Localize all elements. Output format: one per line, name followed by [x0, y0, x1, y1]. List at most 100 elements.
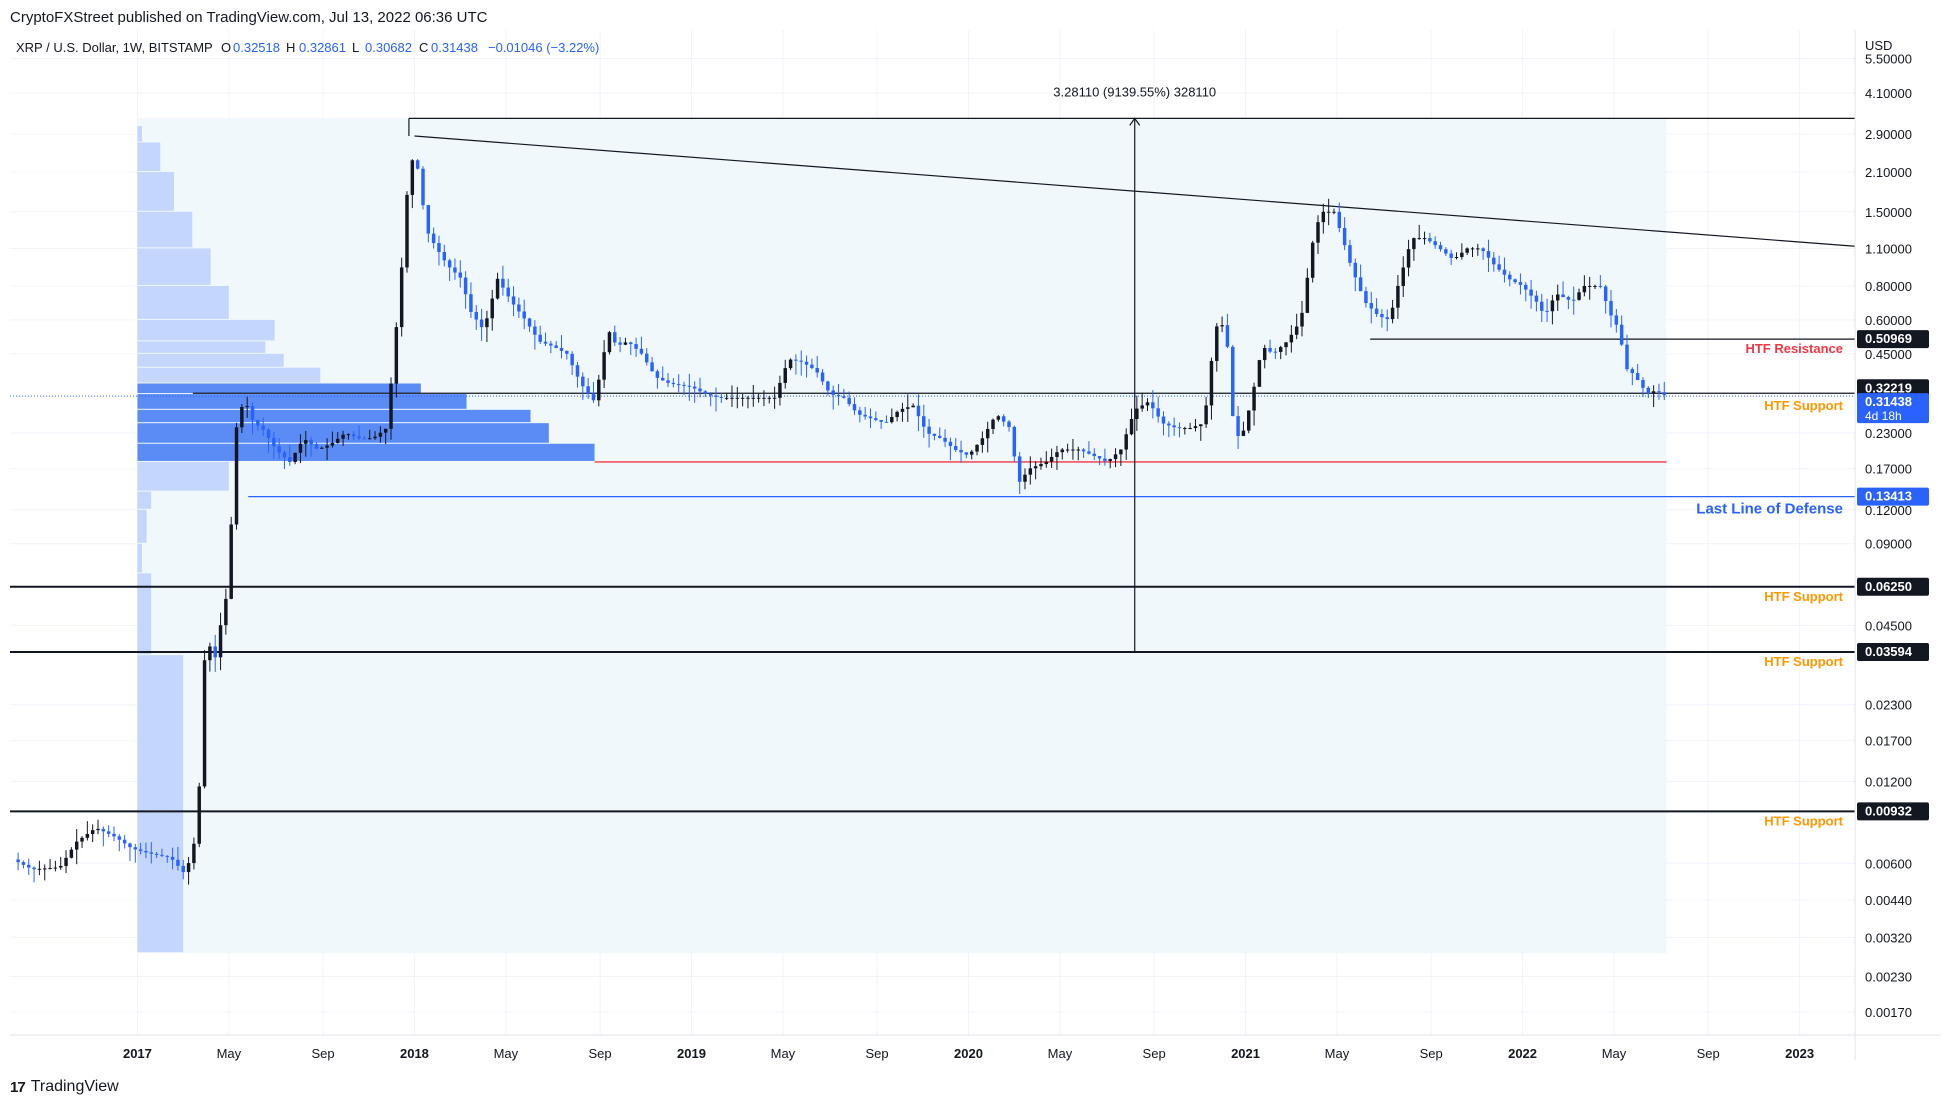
candle-body	[463, 277, 468, 295]
candle-body	[1598, 285, 1603, 287]
candle-body	[1183, 428, 1187, 430]
candle-body	[80, 837, 84, 842]
candle-body	[1215, 326, 1219, 361]
candle-body	[1571, 299, 1576, 301]
candle-body	[453, 267, 457, 273]
candle-body	[405, 194, 409, 268]
candle-body	[682, 384, 686, 386]
date-range-box	[137, 118, 1667, 954]
candle-body	[304, 440, 308, 444]
candle-body	[660, 377, 665, 381]
candle-body	[724, 397, 729, 399]
candle-body	[985, 428, 990, 439]
candle-body	[613, 332, 617, 343]
legend-ohlc: O 0.32518 H 0.32861 L 0.30682 C 0.31438 −0.01046…	[221, 40, 599, 55]
y-tick-label: 4.10000	[1865, 86, 1912, 101]
volume-profile-bar	[137, 461, 229, 491]
candle-body	[586, 386, 590, 394]
candle-body	[1236, 416, 1240, 436]
published-header: CryptoFXStreet published on TradingView.…	[10, 9, 488, 26]
candle-body	[943, 437, 947, 442]
candle-body	[1513, 279, 1517, 283]
candle-body	[48, 868, 52, 870]
volume-profile-bar	[137, 126, 143, 142]
price-tag	[1857, 379, 1929, 398]
legend-value: −0.01046 (−3.22%)	[488, 40, 599, 55]
volume-profile-bar	[137, 443, 595, 461]
candle-body	[565, 350, 569, 354]
candle-body	[144, 850, 148, 853]
candle-body	[250, 406, 255, 420]
candle-body	[1108, 459, 1112, 461]
candle-body	[938, 435, 942, 438]
level-note: HTF Support	[1764, 589, 1843, 604]
candle-body	[591, 393, 596, 401]
candle-body	[506, 287, 510, 297]
candle-body	[1481, 248, 1485, 252]
candle-body	[911, 405, 915, 408]
candle-body	[597, 379, 601, 401]
price-tag-label: 0.03594	[1865, 644, 1913, 659]
candle-body	[1076, 449, 1080, 451]
candle-body	[208, 646, 212, 661]
candle-body	[772, 397, 777, 399]
candle-body	[1342, 227, 1347, 246]
x-tick-label: May	[1325, 1046, 1350, 1061]
volume-profile-bar	[137, 172, 174, 211]
candle-body	[1555, 294, 1560, 301]
candle-body	[160, 854, 164, 856]
candle-body	[730, 397, 734, 399]
candle-body	[197, 786, 201, 844]
candle-body	[916, 405, 921, 417]
candle-body	[1524, 284, 1528, 290]
candle-body	[240, 406, 244, 428]
candle-body	[527, 318, 532, 327]
candle-body	[234, 427, 239, 525]
candle-body	[1428, 238, 1432, 242]
candle-body	[1364, 291, 1368, 304]
candle-body	[1231, 346, 1235, 417]
candle-body	[96, 828, 100, 831]
candle-body	[346, 434, 351, 436]
candle-body	[1065, 449, 1070, 451]
candle-body	[1268, 347, 1272, 352]
candle-body	[687, 385, 692, 387]
x-tick-label: 2023	[1785, 1046, 1814, 1061]
candle-body	[1294, 326, 1299, 335]
candle-body	[1454, 257, 1459, 259]
candle-body	[602, 352, 606, 380]
candle-body	[1422, 238, 1427, 240]
candle-body	[570, 353, 574, 366]
candle-body	[224, 598, 228, 626]
measure-tool: 3.28110 (9139.55%) 328110	[1053, 84, 1216, 653]
candle-body	[831, 390, 835, 395]
candle-body	[1060, 449, 1065, 453]
price-tag-countdown: 4d 18h	[1865, 409, 1902, 423]
candle-body	[1012, 426, 1017, 457]
level-note: HTF Support	[1764, 398, 1843, 413]
price-tag-label: 0.00932	[1865, 803, 1912, 818]
candle-body	[836, 394, 841, 397]
legend-value: 0.32861	[299, 40, 346, 55]
candle-body	[1465, 248, 1469, 253]
candle-body	[847, 397, 851, 405]
candle-body	[261, 425, 265, 430]
candle-body	[277, 446, 281, 453]
x-tick-label: May	[494, 1046, 519, 1061]
candle-body	[1577, 292, 1581, 300]
candle-body	[186, 863, 191, 873]
candle-body	[804, 361, 809, 365]
candle-body	[383, 428, 388, 433]
candle-body	[634, 344, 638, 349]
candle-body	[213, 646, 217, 658]
candle-body	[1039, 464, 1043, 467]
candle-body	[357, 436, 361, 439]
candle-body	[501, 278, 505, 288]
candle-body	[74, 841, 79, 850]
candle-body	[325, 445, 329, 448]
candle-body	[858, 410, 862, 415]
measure-arrow-icon	[1129, 117, 1141, 126]
candle-body	[27, 864, 31, 868]
